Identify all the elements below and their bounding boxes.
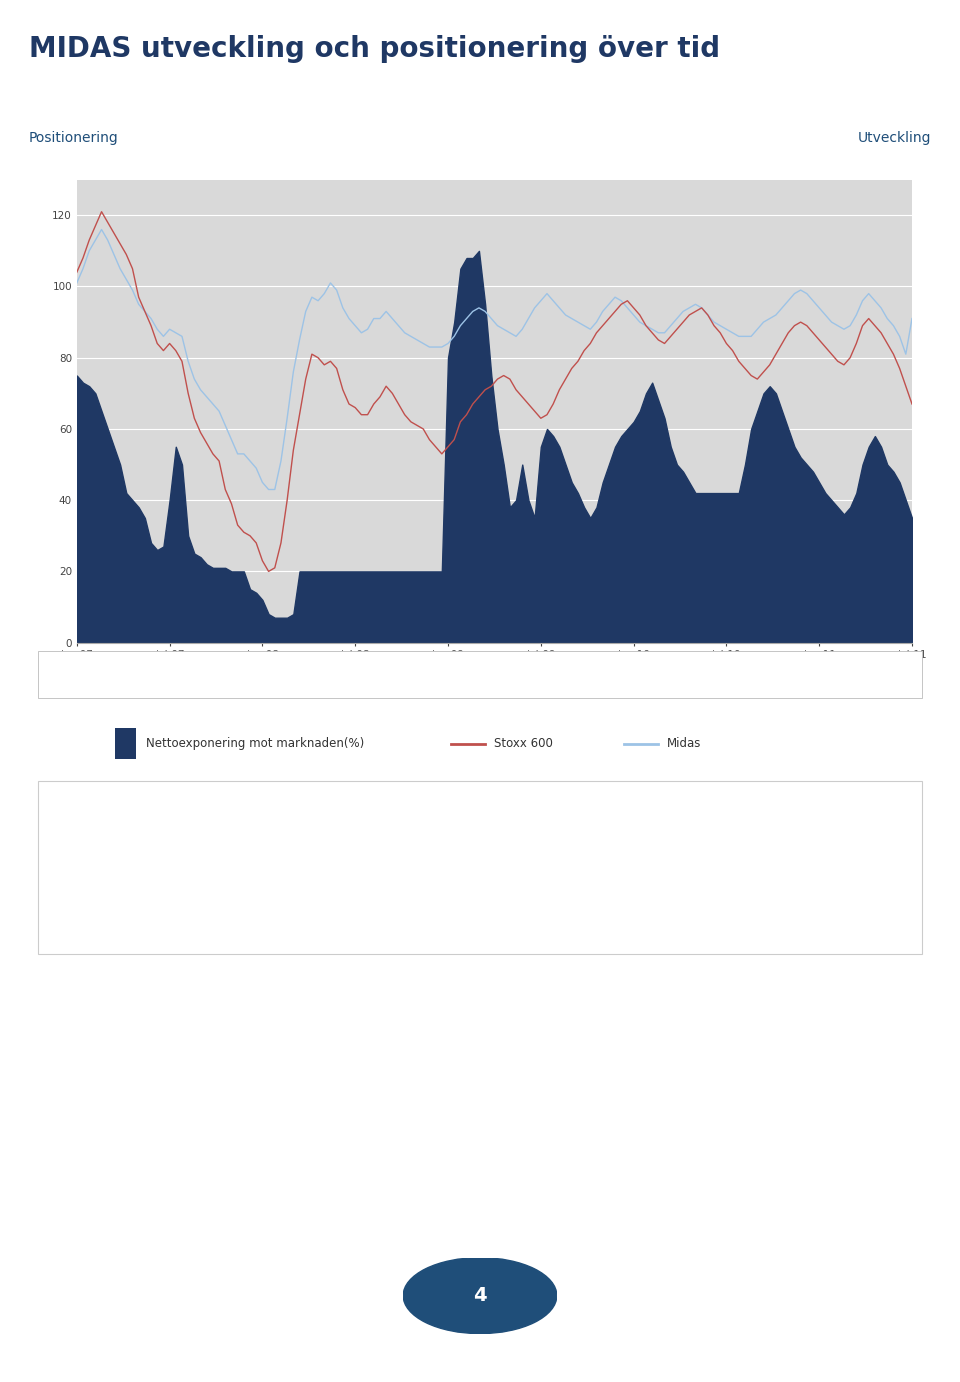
Text: Stoxx 600: Stoxx 600 — [494, 737, 553, 750]
Text: Källa: Peterson & Wagner fonder, 2011-08-31. All avkastning visas i SEK, alla av: Källa: Peterson & Wagner fonder, 2011-08… — [53, 669, 567, 680]
Text: Bakgrundsfärgen i diagrammet ovan visar MIDAS totala exponering mot aktiemarknad: Bakgrundsfärgen i diagrammet ovan visar … — [58, 806, 658, 818]
Text: Nettoexponering mot marknaden(%): Nettoexponering mot marknaden(%) — [146, 737, 364, 750]
Text: MIDAS utveckling och positionering över tid: MIDAS utveckling och positionering över … — [29, 35, 720, 62]
Text: 4: 4 — [473, 1287, 487, 1305]
Circle shape — [403, 1258, 557, 1334]
Text: Positionering: Positionering — [29, 131, 118, 145]
Text: Midas: Midas — [667, 737, 702, 750]
Text: Utveckling: Utveckling — [857, 131, 931, 145]
Text: positioner och terminer). Linjerna visar MIDAS utveckling i jämförelse med STOXX: positioner och terminer). Linjerna visar… — [58, 842, 642, 854]
Text: Avkastning i SEK, Källa: Utveckling: Peterson & Wagner Fonder, STOXX, Valutakurs: Avkastning i SEK, Källa: Utveckling: Pet… — [58, 878, 677, 890]
Text: sista dagen per månad.: sista dagen per månad. — [58, 914, 198, 927]
